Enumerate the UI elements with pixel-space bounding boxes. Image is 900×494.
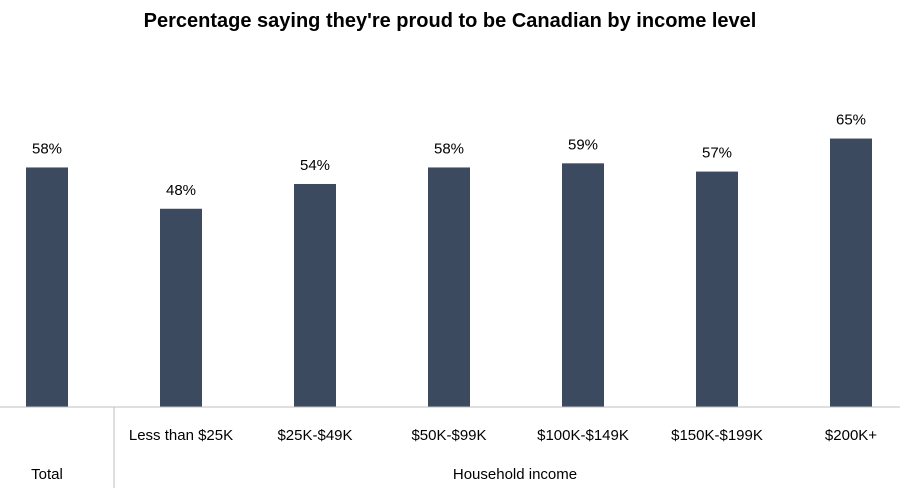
tick-label-1: Less than $25K: [129, 427, 233, 444]
value-label-0: 58%: [32, 140, 62, 157]
group-labels-layer: Total Household income: [31, 466, 577, 483]
tick-label-6: $200K+: [825, 427, 877, 444]
bar-5: [696, 171, 738, 407]
tick-label-4: $100K-$149K: [537, 427, 629, 444]
tick-label-3: $50K-$99K: [411, 427, 486, 444]
bar-3: [428, 167, 470, 407]
value-label-2: 54%: [300, 157, 330, 174]
bars-layer: [26, 138, 872, 408]
value-label-1: 48%: [166, 182, 196, 199]
group-label-1: Household income: [453, 466, 577, 483]
bar-2: [294, 183, 336, 407]
value-label-5: 57%: [702, 145, 732, 162]
bar-1: [160, 208, 202, 407]
tick-label-2: $25K-$49K: [277, 427, 352, 444]
bar-6: [830, 138, 872, 408]
group-label-0: Total: [31, 466, 63, 483]
axis-layer: [0, 406, 900, 488]
value-label-3: 58%: [434, 140, 464, 157]
tick-label-5: $150K-$199K: [671, 427, 763, 444]
bar-0: [26, 167, 68, 407]
tick-labels-layer: Less than $25K $25K-$49K $50K-$99K $100K-$1…: [129, 427, 877, 444]
value-label-6: 65%: [836, 112, 866, 129]
value-label-4: 59%: [568, 136, 598, 153]
chart-title: Percentage saying they're proud to be Ca…: [143, 10, 757, 32]
bar-4: [562, 163, 604, 407]
value-labels-layer: 58% 48% 54% 58% 59% 57% 65%: [32, 112, 866, 199]
